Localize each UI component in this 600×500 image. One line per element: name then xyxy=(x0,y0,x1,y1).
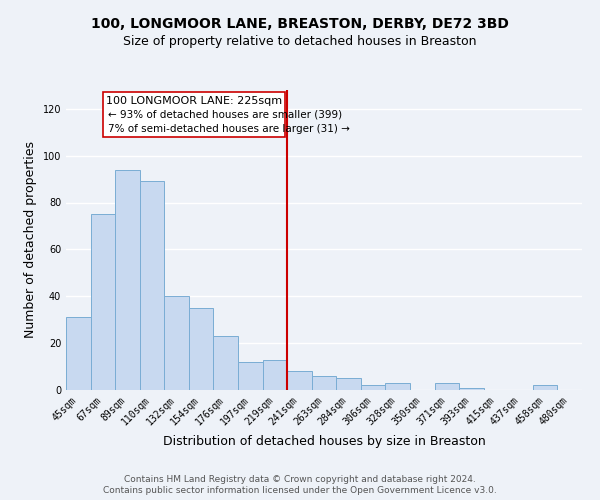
Text: Contains HM Land Registry data © Crown copyright and database right 2024.: Contains HM Land Registry data © Crown c… xyxy=(124,475,476,484)
Bar xyxy=(115,170,140,390)
Text: Contains public sector information licensed under the Open Government Licence v3: Contains public sector information licen… xyxy=(103,486,497,495)
Bar xyxy=(140,182,164,390)
Text: 100, LONGMOOR LANE, BREASTON, DERBY, DE72 3BD: 100, LONGMOOR LANE, BREASTON, DERBY, DE7… xyxy=(91,18,509,32)
Bar xyxy=(336,378,361,390)
Bar xyxy=(361,386,385,390)
Bar xyxy=(164,296,189,390)
Bar xyxy=(533,386,557,390)
Bar xyxy=(434,383,459,390)
X-axis label: Distribution of detached houses by size in Breaston: Distribution of detached houses by size … xyxy=(163,435,485,448)
Bar xyxy=(263,360,287,390)
Text: Size of property relative to detached houses in Breaston: Size of property relative to detached ho… xyxy=(123,35,477,48)
FancyBboxPatch shape xyxy=(103,92,285,137)
Y-axis label: Number of detached properties: Number of detached properties xyxy=(24,142,37,338)
Bar xyxy=(91,214,115,390)
Text: 100 LONGMOOR LANE: 225sqm: 100 LONGMOOR LANE: 225sqm xyxy=(106,96,282,106)
Text: ← 93% of detached houses are smaller (399): ← 93% of detached houses are smaller (39… xyxy=(108,110,342,120)
Bar xyxy=(214,336,238,390)
Bar xyxy=(385,383,410,390)
Bar xyxy=(459,388,484,390)
Bar xyxy=(238,362,263,390)
Text: 7% of semi-detached houses are larger (31) →: 7% of semi-detached houses are larger (3… xyxy=(108,124,350,134)
Bar xyxy=(312,376,336,390)
Bar xyxy=(287,371,312,390)
Bar xyxy=(189,308,214,390)
Bar xyxy=(66,318,91,390)
